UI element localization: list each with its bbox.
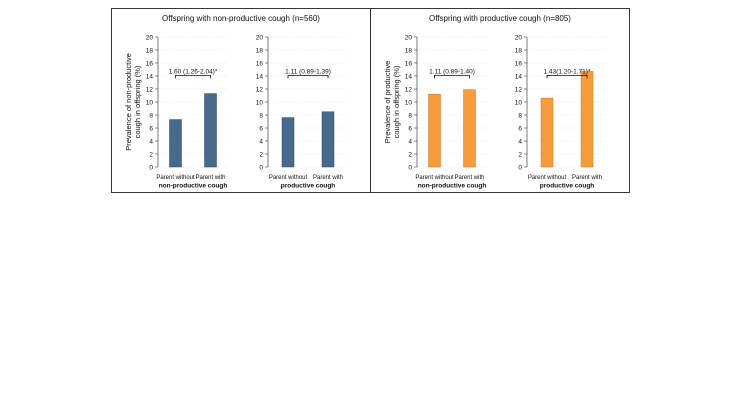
y-tick-label: 0 bbox=[259, 164, 263, 171]
x-category-label: Parent with bbox=[572, 175, 602, 181]
y-axis-title-non-productive-line2: cough in offspring (%) bbox=[133, 65, 142, 138]
bar-2 bbox=[580, 71, 594, 168]
comparison-bracket bbox=[546, 74, 588, 79]
y-tick-label: 0 bbox=[408, 164, 412, 171]
y-tick-label: 8 bbox=[518, 112, 522, 119]
y-tick-label: 20 bbox=[146, 34, 154, 41]
y-tick-label: 12 bbox=[515, 86, 523, 93]
y-tick-label: 16 bbox=[256, 60, 264, 67]
x-group-label: non-productive cough bbox=[418, 183, 487, 190]
y-tick-label: 14 bbox=[256, 73, 264, 80]
subchart-2: 0 2 4 6 8 10 12 14 16 18 20 Parent without Parent wi… bbox=[256, 34, 348, 190]
y-tick-label: 10 bbox=[405, 99, 413, 106]
bar-2 bbox=[463, 89, 476, 168]
odds-ratio-annotation: 1.11 (0.89-1.40) bbox=[429, 68, 475, 75]
y-tick-label: 0 bbox=[518, 164, 522, 171]
odds-ratio-annotation: 1.43(1.20-1.71)* bbox=[544, 68, 591, 75]
x-category-label: Parent with bbox=[313, 175, 343, 181]
y-tick-label: 2 bbox=[518, 151, 522, 158]
x-category-label: Parent without bbox=[269, 175, 308, 181]
bar-1 bbox=[281, 117, 295, 168]
bar-2 bbox=[321, 111, 335, 168]
bar-2 bbox=[204, 93, 217, 168]
y-tick-label: 6 bbox=[408, 125, 412, 132]
x-category-label: Parent without bbox=[528, 175, 567, 181]
y-tick-label: 2 bbox=[149, 151, 153, 158]
y-tick-label: 4 bbox=[518, 138, 522, 145]
y-tick-label: 0 bbox=[149, 164, 153, 171]
y-tick-label: 18 bbox=[146, 47, 154, 54]
y-tick-label: 14 bbox=[515, 73, 523, 80]
y-tick-label: 2 bbox=[259, 151, 263, 158]
x-group-label: non-productive cough bbox=[159, 183, 228, 190]
y-tick-label: 6 bbox=[149, 125, 153, 132]
y-tick-label: 20 bbox=[405, 34, 413, 41]
x-category-label: Parent without bbox=[415, 175, 454, 181]
y-axis-title-productive-line2: cough in offspring (%) bbox=[392, 65, 401, 138]
y-tick-label: 12 bbox=[256, 86, 264, 93]
y-tick-label: 16 bbox=[515, 60, 523, 67]
y-axis-title-productive-line1: Prevalence of productive bbox=[383, 61, 392, 144]
subchart-3: 0 2 4 6 8 10 12 14 16 18 20 Parent without Parent wi… bbox=[405, 34, 487, 190]
bar-1 bbox=[169, 119, 182, 168]
y-tick-label: 10 bbox=[256, 99, 264, 106]
y-tick-label: 4 bbox=[408, 138, 412, 145]
y-tick-label: 18 bbox=[405, 47, 413, 54]
y-tick-label: 16 bbox=[146, 60, 154, 67]
y-tick-label: 12 bbox=[405, 86, 413, 93]
y-tick-label: 12 bbox=[146, 86, 154, 93]
y-tick-label: 10 bbox=[146, 99, 154, 106]
y-tick-label: 20 bbox=[515, 34, 523, 41]
x-category-label: Parent with bbox=[454, 175, 484, 181]
y-tick-label: 18 bbox=[256, 47, 264, 54]
y-tick-label: 2 bbox=[408, 151, 412, 158]
y-tick-label: 4 bbox=[149, 138, 153, 145]
y-tick-label: 8 bbox=[408, 112, 412, 119]
y-tick-label: 6 bbox=[518, 125, 522, 132]
x-category-label: Parent with bbox=[195, 175, 225, 181]
bar-1 bbox=[540, 97, 554, 168]
panel-title-non-productive: Offspring with non-productive cough (n=5… bbox=[162, 14, 320, 23]
x-group-label: productive cough bbox=[540, 183, 595, 190]
panel-title-productive: Offspring with productive cough (n=805) bbox=[429, 14, 571, 23]
odds-ratio-annotation: 1.60 (1.26-2.04)* bbox=[169, 68, 218, 75]
y-tick-label: 20 bbox=[256, 34, 264, 41]
x-category-label: Parent without bbox=[156, 175, 195, 181]
y-tick-label: 4 bbox=[259, 138, 263, 145]
comparison-bracket bbox=[175, 74, 211, 79]
bar-1 bbox=[428, 93, 441, 168]
odds-ratio-annotation: 1.11 (0.89-1.39) bbox=[285, 68, 331, 75]
y-tick-label: 6 bbox=[259, 125, 263, 132]
x-group-label: productive cough bbox=[281, 183, 336, 190]
y-axis-title-non-productive-line1: Prevalence of non-productive bbox=[124, 53, 133, 151]
subchart-4: 0 2 4 6 8 10 12 14 16 18 20 Parent without Parent wi… bbox=[515, 34, 607, 190]
comparison-bracket bbox=[434, 74, 470, 79]
y-tick-label: 14 bbox=[146, 73, 154, 80]
subchart-1: 0 2 4 6 8 10 12 14 16 18 20 Parent without Parent wi… bbox=[146, 34, 228, 190]
comparison-bracket bbox=[287, 74, 329, 79]
y-tick-label: 16 bbox=[405, 60, 413, 67]
y-tick-label: 18 bbox=[515, 47, 523, 54]
y-tick-label: 8 bbox=[259, 112, 263, 119]
y-tick-label: 14 bbox=[405, 73, 413, 80]
y-tick-label: 10 bbox=[515, 99, 523, 106]
y-tick-label: 8 bbox=[149, 112, 153, 119]
